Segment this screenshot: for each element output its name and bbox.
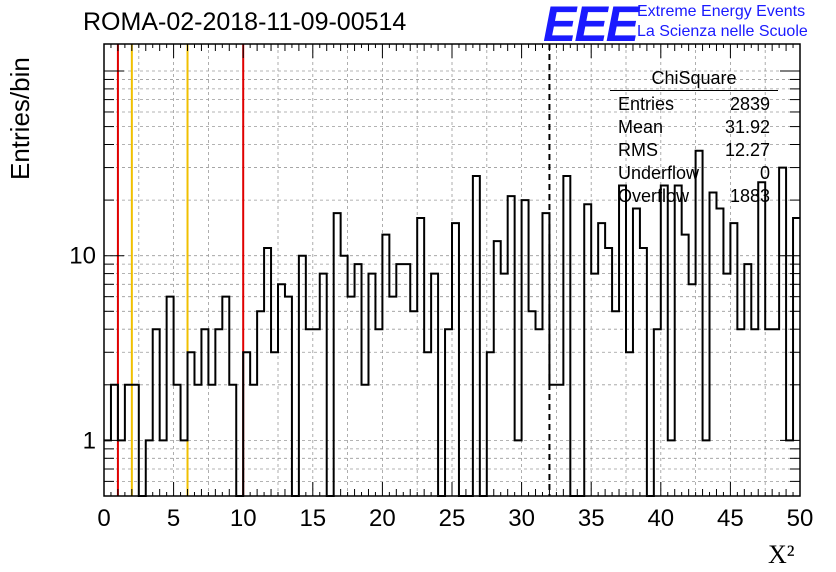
x-tick-label: 25	[439, 505, 466, 532]
y-tick-label: 1	[83, 427, 96, 454]
x-tick-label: 40	[647, 505, 674, 532]
x-tick-label: 50	[787, 505, 814, 532]
stats-value: 0	[759, 163, 770, 183]
stats-value: 1883	[729, 186, 770, 206]
stats-value: 31.92	[724, 117, 770, 137]
x-tick-label: 0	[97, 505, 110, 532]
stats-row-entries: Entries 2839	[610, 93, 778, 116]
stats-label: Underflow	[618, 163, 700, 183]
x-axis-label: X²	[768, 540, 795, 569]
x-tick-label: 30	[508, 505, 535, 532]
x-tick-label: 20	[369, 505, 396, 532]
y-tick-label: 10	[69, 243, 96, 270]
stats-value: 12.27	[724, 140, 770, 160]
x-tick-label: 5	[167, 505, 180, 532]
y-axis-label: Entries/bin	[5, 57, 35, 180]
histogram-series	[104, 149, 800, 497]
stats-row-overflow: Overflow 1883	[610, 185, 778, 208]
x-tick-label: 35	[578, 505, 605, 532]
chart-title: ROMA-02-2018-11-09-00514	[83, 8, 407, 36]
x-tick-label: 45	[717, 505, 744, 532]
axis-ticks	[103, 44, 801, 496]
stats-row-underflow: Underflow 0	[610, 162, 778, 185]
tick-labels: 0 5 10 15 20 25 30 35 40 45 50 1 10	[69, 243, 813, 532]
stats-label: Overflow	[618, 186, 690, 206]
logo-line-1: Extreme Energy Events	[637, 3, 806, 20]
logo-line-2: La Scienza nelle Scuole	[637, 23, 808, 40]
stats-row-mean: Mean 31.92	[610, 116, 778, 139]
histogram-line	[104, 149, 800, 497]
stats-label: Entries	[618, 94, 675, 114]
stats-label: Mean	[618, 117, 664, 137]
stats-label: RMS	[618, 140, 658, 160]
stats-value: 2839	[729, 94, 770, 114]
eee-logo: EEE	[543, 0, 639, 52]
x-tick-label: 10	[230, 505, 257, 532]
stats-title: ChiSquare	[610, 68, 778, 91]
x-tick-label: 15	[299, 505, 326, 532]
stats-box: ChiSquare Entries 2839 Mean 31.92 RMS 12…	[610, 68, 778, 208]
stats-row-rms: RMS 12.27	[610, 139, 778, 162]
